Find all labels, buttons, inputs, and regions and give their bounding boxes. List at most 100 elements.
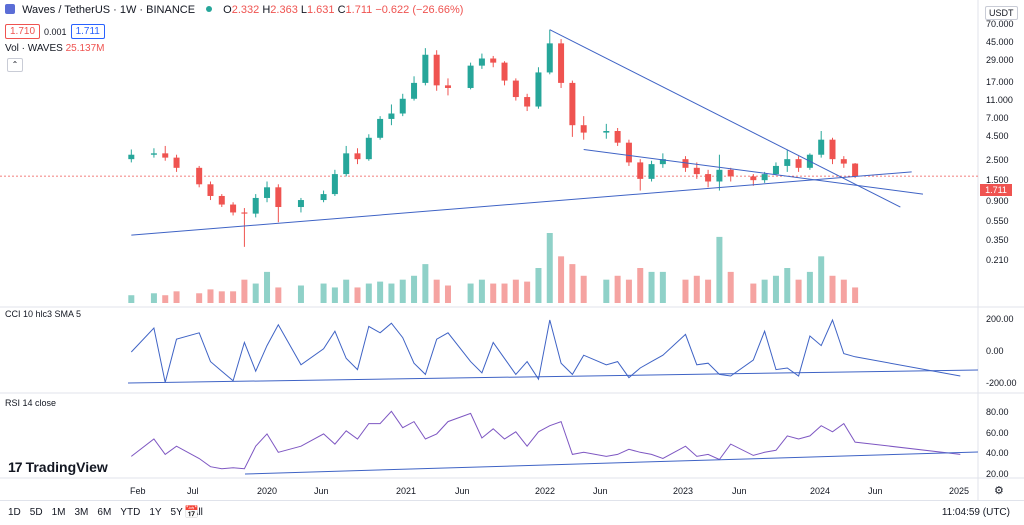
volume-bar [716, 236, 723, 303]
tradingview-logo: 17 TradingView [8, 459, 108, 475]
volume-bar [343, 279, 350, 303]
volume-bar [546, 233, 553, 303]
candlestick-icon [5, 4, 15, 14]
cci-label[interactable]: CCI 10 hlc3 SMA 5 [5, 309, 82, 319]
time-tick-label[interactable]: 2021 [396, 486, 417, 496]
volume-bar [761, 279, 768, 303]
volume-bar [388, 283, 395, 303]
candle-body [580, 125, 587, 133]
candle-body [173, 157, 180, 168]
bid-ask-box: 1.710 0.001 1.711 [5, 24, 105, 39]
price-tick-label: 2.500 [986, 155, 1009, 165]
spread-value: 0.001 [44, 26, 67, 37]
volume-bar [444, 285, 451, 303]
volume-bar [207, 289, 214, 303]
candle-body [501, 62, 508, 81]
range-button-5y[interactable]: 5Y [170, 507, 183, 518]
time-tick-label[interactable]: Jul [187, 486, 199, 496]
open-value: 2.332 [231, 4, 260, 16]
volume-bar [535, 268, 542, 303]
bid-button[interactable]: 1.710 [5, 24, 41, 39]
range-button-5d[interactable]: 5D [29, 507, 43, 518]
cci-tick-label: -200.00 [986, 378, 1017, 388]
candle-body [569, 82, 576, 126]
time-tick-label[interactable]: Jun [868, 486, 883, 496]
trendline-descending-upper[interactable] [549, 29, 901, 208]
price-candles [128, 29, 859, 247]
candle-body [264, 187, 271, 198]
trendlines[interactable] [131, 29, 924, 236]
candle-body [354, 153, 361, 160]
volume-bar [150, 293, 157, 303]
currency-selector[interactable]: USDT [985, 6, 1018, 20]
volume-legend: Vol · WAVES 25.137M [5, 43, 105, 54]
volume-bar [580, 275, 587, 303]
range-button-3m[interactable]: 3M [74, 507, 89, 518]
volume-bar [377, 281, 384, 303]
volume-bar [693, 275, 700, 303]
volume-bar [852, 287, 859, 303]
range-button-1y[interactable]: 1Y [149, 507, 162, 518]
volume-bar [411, 275, 418, 303]
candle-body [478, 58, 485, 66]
time-tick-label[interactable]: Jun [455, 486, 470, 496]
trendline-descending-lower[interactable] [583, 148, 924, 195]
volume-bar [230, 291, 237, 303]
volume-bar [196, 293, 203, 303]
trendline-support-long[interactable] [131, 171, 912, 236]
volume-bar [795, 279, 802, 303]
time-tick-label[interactable]: 2025 [949, 486, 970, 496]
rsi-tick-label: 20.00 [986, 469, 1009, 479]
grid-layer [0, 0, 1024, 500]
volume-bar [128, 295, 135, 303]
candle-body [637, 162, 644, 179]
volume-bar [637, 268, 644, 303]
volume-bar [784, 268, 791, 303]
volume-bar [467, 283, 474, 303]
ask-button[interactable]: 1.711 [70, 24, 105, 39]
range-button-ytd[interactable]: YTD [120, 507, 141, 518]
candle-body [444, 85, 451, 88]
price-tick-label: 70.000 [986, 19, 1014, 29]
volume-bars [128, 233, 859, 303]
volume-bar [682, 279, 689, 303]
time-tick-label[interactable]: 2023 [673, 486, 694, 496]
time-tick-label[interactable]: Jun [593, 486, 608, 496]
cci-trendline [127, 369, 979, 384]
rsi-tick-label: 40.00 [986, 448, 1009, 458]
utc-clock[interactable]: 11:04:59 (UTC) [941, 507, 1010, 518]
symbol-legend: Waves / TetherUS · 1W · BINANCE O2.332 H… [5, 4, 463, 16]
collapse-legend-button[interactable]: ⌃ [7, 58, 23, 72]
range-button-1d[interactable]: 1D [8, 507, 21, 518]
time-tick-label[interactable]: 2024 [810, 486, 831, 496]
candle-body [388, 113, 395, 119]
volume-bar [750, 283, 757, 303]
range-button-all[interactable]: All [191, 507, 203, 518]
rsi-label[interactable]: RSI 14 close [5, 398, 57, 408]
time-tick-label[interactable]: Feb [130, 486, 146, 496]
candle-body [840, 159, 847, 164]
price-tick-label: 11.000 [986, 95, 1013, 105]
bottom-toolbar: 1D 5D 1M 3M 6M YTD 1Y 5Y All 📅 11:04:59 (UTC) [0, 500, 1024, 525]
status-dot [206, 6, 213, 12]
volume-bar [297, 285, 304, 303]
time-tick-label[interactable]: 2022 [535, 486, 556, 496]
volume-bar [614, 275, 621, 303]
cci-tick-label: 0.00 [986, 346, 1004, 356]
volume-bar [829, 275, 836, 303]
low-value: 1.631 [307, 4, 335, 16]
time-tick-label[interactable]: Jun [314, 486, 329, 496]
settings-gear-icon[interactable]: ⚙ [994, 485, 1004, 497]
volume-bar [252, 283, 259, 303]
date-range-icon[interactable]: 📅 [184, 505, 199, 519]
time-tick-label[interactable]: Jun [732, 486, 747, 496]
change-value: −0.622 (−26.66%) [375, 4, 464, 16]
price-tick-label: 7.000 [986, 113, 1009, 123]
range-button-6m[interactable]: 6M [97, 507, 112, 518]
candle-body [614, 131, 621, 143]
time-tick-label[interactable]: 2020 [257, 486, 278, 496]
symbol-title[interactable]: Waves / TetherUS · 1W · BINANCE [22, 4, 196, 16]
range-button-1m[interactable]: 1M [51, 507, 66, 518]
volume-bar [569, 264, 576, 303]
